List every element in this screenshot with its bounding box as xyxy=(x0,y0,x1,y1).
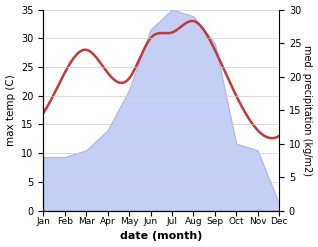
X-axis label: date (month): date (month) xyxy=(120,231,203,242)
Y-axis label: max temp (C): max temp (C) xyxy=(5,74,16,146)
Y-axis label: med. precipitation (kg/m2): med. precipitation (kg/m2) xyxy=(302,45,313,176)
